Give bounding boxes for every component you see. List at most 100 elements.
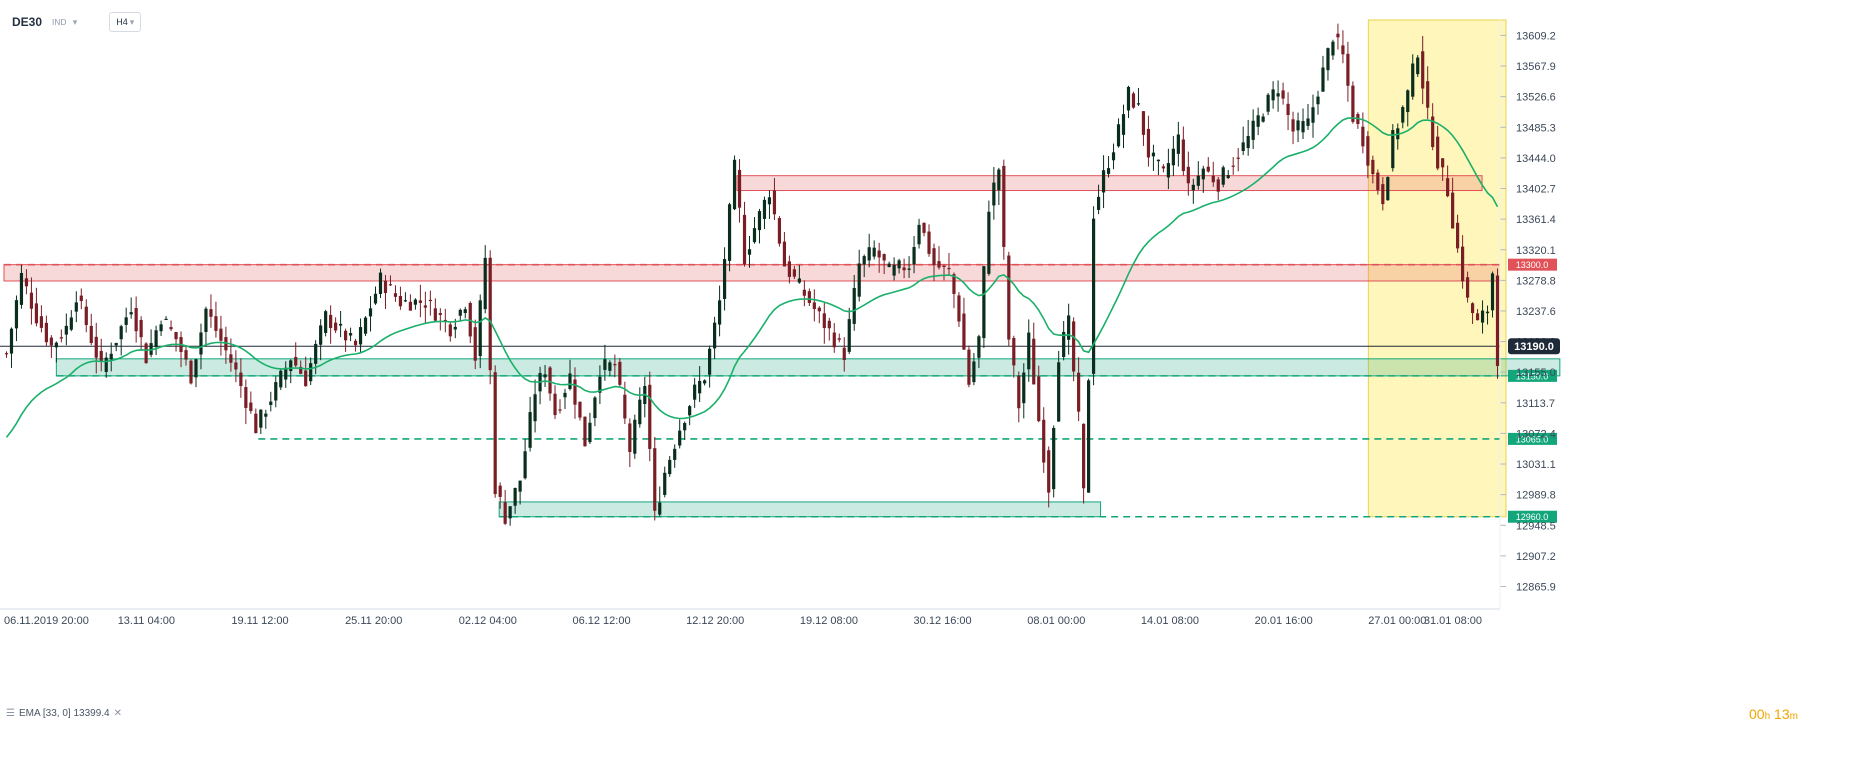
candle-body [453,326,457,330]
resistance-zone [736,175,1483,192]
y-tick-label: 13361.4 [1516,214,1556,226]
level-label: 13065.0 [1516,434,1549,444]
candle-body [1171,148,1175,166]
candle-body [1495,275,1500,366]
support-zone [498,501,1102,518]
chevron-down-icon[interactable]: ▾ [72,16,78,27]
candle-body [792,269,796,277]
candle-body [59,337,63,339]
candle-body [169,327,173,330]
candle-body [952,274,956,294]
candle-body [927,231,931,254]
candle-body [583,416,587,447]
candle-body [1381,184,1385,205]
candle-body [1470,303,1475,314]
candle-body [368,308,373,317]
menu-icon[interactable]: ☰ [6,708,15,719]
candle-body [593,397,597,419]
candle-body [1211,175,1215,183]
candle-body [49,337,53,346]
candle-body [912,247,916,265]
candle-body [1146,128,1151,158]
candle-body [473,327,477,361]
candle-body [1091,218,1096,374]
candle-body [907,268,911,270]
y-tick-label: 12865.9 [1516,582,1556,594]
candle-body [159,324,163,332]
candle-body [254,413,258,434]
candle-body [1401,107,1405,123]
candle-body [533,394,537,422]
candle-body [1421,51,1425,89]
candle-body [1251,120,1255,140]
candle-body [503,502,507,524]
close-icon[interactable]: ✕ [113,708,122,719]
candle-body [1371,159,1375,175]
candle-body [1141,111,1146,135]
candle-body [1271,89,1275,101]
candle-body [19,272,24,305]
timer-minutes-unit: m [1789,711,1798,722]
candle-body [698,380,702,394]
candle-body [249,402,253,412]
candle-body [653,448,657,511]
candle-body [922,222,926,233]
timer-minutes: 13 [1774,706,1790,722]
candle-body [832,332,836,348]
candle-body [852,287,856,324]
candle-body [438,313,442,315]
candle-body [787,261,791,277]
candle-body [1441,158,1445,168]
candle-body [483,257,487,310]
candle-body [668,459,672,475]
candle-body [967,349,971,385]
candle-body [239,372,243,387]
y-tick-label: 13526.6 [1516,92,1556,104]
candle-body [847,319,851,352]
candle-body [708,348,712,375]
candle-body [1361,126,1365,147]
candle-body [353,340,358,346]
y-tick-label: 13320.1 [1516,245,1556,257]
candle-body [1082,423,1086,489]
candle-body [1017,375,1021,409]
candle-body [1236,157,1240,159]
symbol-name[interactable]: DE30 [12,15,43,29]
highlight-box [1367,19,1507,518]
y-tick-label: 13113.7 [1516,398,1555,410]
candle-body [219,328,223,341]
candle-body [1256,115,1260,127]
candle-body [478,300,482,357]
candle-body [408,301,413,311]
y-tick-label: 13444.0 [1516,153,1556,165]
candle-body [373,293,378,304]
candle-body [648,384,652,449]
timeframe-label: H4 [116,17,128,27]
candle-body [722,259,727,299]
y-tick-label: 13278.8 [1516,275,1556,287]
candle-body [887,263,891,268]
candle-body [957,295,961,322]
candle-body [1226,175,1230,178]
candle-body [678,430,682,446]
y-tick-label: 13155.0 [1516,367,1556,379]
candle-body [1451,192,1455,229]
candle-body [1336,33,1340,38]
candle-body [613,364,617,366]
timeframe-select[interactable]: H4 ▾ [109,12,142,32]
candle-body [673,448,677,460]
candle-body [543,374,547,378]
candle-body [403,300,408,302]
candle-body [428,299,432,302]
candle-body [229,354,233,363]
candle-body [977,336,981,358]
candle-body [862,256,866,265]
candle-body [1161,166,1165,169]
candle-body [747,249,752,255]
candle-body [1181,139,1185,172]
candle-body [319,325,323,345]
candle-body [1131,93,1136,108]
candle-body [1077,372,1081,412]
